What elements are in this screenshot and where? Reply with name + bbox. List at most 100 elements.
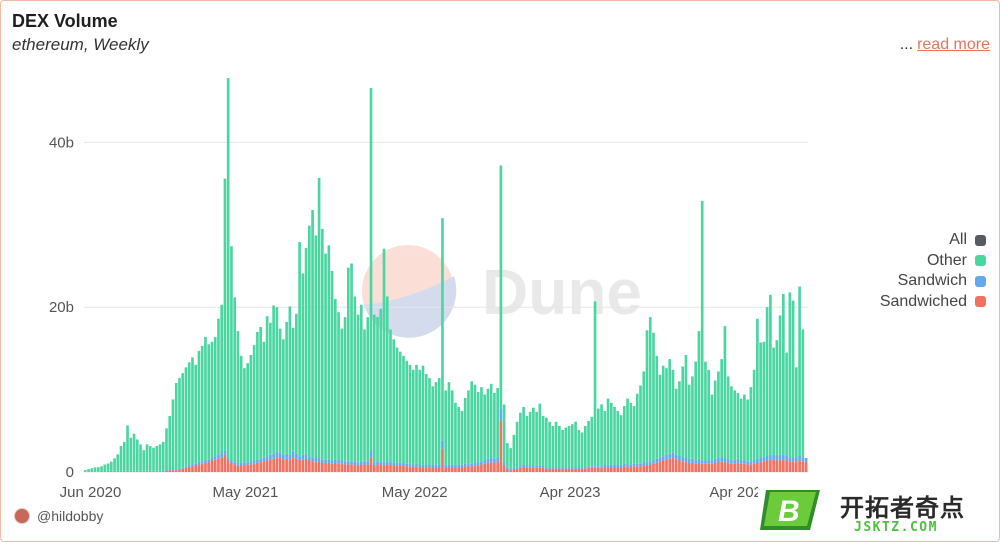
bar-sandwiched[interactable]	[671, 457, 675, 472]
bar-sandwiched[interactable]	[684, 462, 688, 472]
bar-other[interactable]	[343, 317, 347, 462]
bar-sandwiched[interactable]	[145, 471, 149, 472]
bar-sandwich[interactable]	[174, 469, 178, 471]
bar-other[interactable]	[538, 403, 542, 466]
bar-other[interactable]	[467, 390, 470, 465]
bar-sandwiched[interactable]	[230, 462, 233, 472]
bar-sandwiched[interactable]	[590, 467, 594, 472]
bar-other[interactable]	[392, 339, 396, 463]
bar-other[interactable]	[460, 411, 464, 465]
bar-sandwiched[interactable]	[353, 464, 357, 472]
bar-sandwich[interactable]	[639, 463, 642, 467]
bar-sandwiched[interactable]	[249, 464, 253, 472]
bar-sandwich[interactable]	[262, 457, 266, 462]
bar-sandwiched[interactable]	[548, 468, 551, 472]
bar-other[interactable]	[353, 296, 357, 462]
bar-sandwich[interactable]	[506, 467, 509, 470]
bar-sandwiched[interactable]	[733, 463, 736, 472]
bar-other[interactable]	[233, 297, 236, 463]
bar-sandwiched[interactable]	[525, 467, 529, 472]
bar-sandwich[interactable]	[428, 464, 431, 468]
bar-sandwich[interactable]	[454, 464, 457, 468]
bar-sandwich[interactable]	[756, 458, 759, 463]
bar-other[interactable]	[489, 383, 493, 458]
bar-other[interactable]	[434, 382, 438, 465]
bar-sandwiched[interactable]	[324, 462, 327, 472]
bar-other[interactable]	[142, 450, 146, 471]
bar-other[interactable]	[583, 425, 587, 468]
bar-sandwiched[interactable]	[635, 466, 639, 472]
bar-sandwiched[interactable]	[382, 465, 386, 472]
bar-sandwiched[interactable]	[665, 459, 668, 472]
bar-other[interactable]	[428, 378, 431, 465]
bar-other[interactable]	[532, 407, 535, 466]
bar-sandwich[interactable]	[726, 458, 730, 463]
bar-sandwiched[interactable]	[304, 458, 308, 472]
bar-other[interactable]	[132, 433, 136, 471]
bar-other[interactable]	[687, 384, 691, 459]
bar-other[interactable]	[691, 376, 694, 459]
bar-sandwich[interactable]	[376, 461, 379, 465]
bar-sandwiched[interactable]	[730, 463, 733, 472]
bar-sandwiched[interactable]	[489, 462, 493, 472]
bar-sandwiched[interactable]	[626, 467, 629, 472]
bar-sandwiched[interactable]	[200, 463, 204, 472]
bar-other[interactable]	[765, 307, 769, 456]
bar-sandwiched[interactable]	[564, 468, 568, 472]
bar-sandwiched[interactable]	[558, 468, 561, 472]
bar-other[interactable]	[333, 298, 337, 460]
bar-other[interactable]	[103, 464, 107, 472]
bar-sandwich[interactable]	[655, 458, 659, 463]
bar-other[interactable]	[116, 454, 120, 471]
bar-sandwich[interactable]	[366, 461, 370, 465]
bar-sandwich[interactable]	[418, 464, 422, 468]
bar-sandwiched[interactable]	[437, 467, 441, 472]
bar-sandwiched[interactable]	[756, 462, 759, 472]
bar-sandwich[interactable]	[256, 459, 259, 463]
bar-other[interactable]	[259, 326, 262, 459]
bar-other[interactable]	[645, 330, 649, 463]
bar-other[interactable]	[291, 327, 295, 452]
bar-sandwiched[interactable]	[655, 462, 659, 472]
bar-other[interactable]	[330, 270, 334, 461]
bar-other[interactable]	[298, 242, 301, 457]
bar-other[interactable]	[512, 434, 516, 468]
bar-other[interactable]	[184, 367, 188, 467]
bar-other[interactable]	[697, 331, 701, 459]
bar-sandwich[interactable]	[369, 450, 373, 458]
read-more-link[interactable]: read more	[917, 36, 990, 53]
bar-other[interactable]	[778, 315, 782, 456]
bar-sandwiched[interactable]	[158, 471, 162, 472]
bar-sandwich[interactable]	[389, 461, 392, 465]
bar-sandwich[interactable]	[515, 467, 519, 469]
bar-sandwiched[interactable]	[236, 465, 240, 472]
bar-sandwiched[interactable]	[496, 462, 499, 472]
bar-sandwiched[interactable]	[139, 471, 142, 472]
bar-sandwiched[interactable]	[431, 467, 435, 472]
bar-other[interactable]	[129, 437, 133, 471]
bar-sandwich[interactable]	[691, 458, 694, 463]
bar-sandwich[interactable]	[184, 466, 188, 468]
bar-sandwiched[interactable]	[295, 458, 298, 472]
bar-sandwiched[interactable]	[457, 467, 461, 472]
bar-sandwich[interactable]	[571, 467, 574, 469]
bar-other[interactable]	[596, 408, 600, 467]
bar-other[interactable]	[282, 339, 285, 455]
bar-other[interactable]	[493, 392, 496, 459]
bar-sandwich[interactable]	[278, 452, 282, 458]
bar-sandwiched[interactable]	[421, 467, 425, 472]
bar-other[interactable]	[152, 447, 155, 471]
bar-sandwich[interactable]	[759, 457, 762, 463]
bar-sandwich[interactable]	[470, 463, 473, 467]
bar-other[interactable]	[743, 394, 746, 461]
bar-sandwich[interactable]	[532, 465, 535, 468]
bar-sandwich[interactable]	[217, 454, 220, 459]
bar-sandwiched[interactable]	[791, 461, 795, 472]
bar-other[interactable]	[609, 402, 613, 465]
bar-sandwich[interactable]	[168, 469, 172, 471]
bar-sandwich[interactable]	[252, 460, 256, 464]
bar-other[interactable]	[135, 439, 139, 471]
bar-other[interactable]	[587, 420, 590, 467]
author[interactable]: @hildobby	[14, 508, 103, 524]
bar-other[interactable]	[295, 313, 298, 454]
